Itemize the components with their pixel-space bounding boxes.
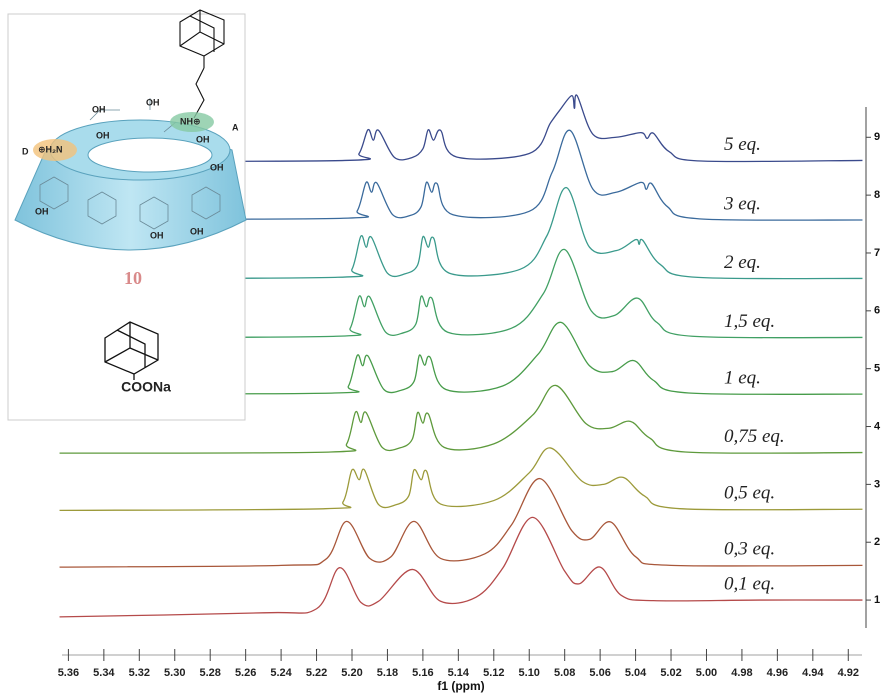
compound-number: 10 [124,268,142,288]
hydroxyl-label: OH [35,206,49,216]
inset: OH OH OH OH OH OH OH OH NH⊕ A D ⊕H₂N 10 COONa [7,9,247,421]
series-label: 0,5 eq. [724,483,775,504]
adamantane-guest [104,321,159,380]
spectrum-line [59,186,863,280]
x-tick-label: 5.00 [696,667,717,679]
spectrum-line [59,94,863,163]
x-tick-label: 5.26 [235,667,256,679]
x-tick-label: 5.04 [625,667,647,679]
hydroxyl-label: OH [96,130,110,140]
amine-label: ⊕H₂N [38,144,63,154]
cone-cavity [87,137,213,173]
series-label: 3 eq. [723,193,761,214]
spectrum-line [59,477,863,568]
x-tick-label: 5.06 [589,667,610,679]
x-tick-label: 5.34 [93,667,115,679]
y-tick-label: 7 [874,247,880,259]
x-tick-label: 5.08 [554,667,575,679]
y-tick-label: 2 [874,536,880,548]
hydroxyl-label: OH [210,162,224,172]
x-tick-label: 5.16 [412,667,433,679]
hydroxyl-label: OH [92,104,106,114]
x-tick-label: 5.20 [341,667,362,679]
y-tick-label: 1 [874,594,880,606]
series-label: 1,5 eq. [724,311,775,332]
y-tick-label: 5 [874,363,880,375]
guest-label: COONa [121,379,171,395]
y-tick-label: 8 [874,189,880,201]
series-label: 0,3 eq. [724,539,775,560]
amine-label: NH⊕ [180,116,201,126]
x-tick-label: 5.30 [164,667,185,679]
series-label: 2 eq. [724,252,761,273]
hydroxyl-label: OH [196,134,210,144]
y-tick-label: 3 [874,478,880,490]
spectrum-line [59,516,863,618]
spectrum-line [59,129,863,221]
spectrum-line [59,248,863,339]
series-label: 0,75 eq. [724,426,785,447]
series-label: 5 eq. [724,134,761,155]
x-axis-label: f1 (ppm) [437,679,484,693]
site-d-highlight [33,139,77,161]
x-tick-label: 5.36 [58,667,79,679]
x-tick-label: 5.24 [270,667,292,679]
spectrum-line [59,447,863,512]
spectrum-line [59,384,863,454]
y-tick-label: 9 [874,131,880,143]
x-tick-label: 4.92 [838,667,859,679]
spectra [59,94,863,618]
spectrum-line [59,321,863,395]
x-tick-label: 5.02 [660,667,681,679]
x-tick-label: 5.12 [483,667,504,679]
x-tick-label: 5.14 [448,667,470,679]
x-tick-label: 4.96 [767,667,788,679]
series-label: 1 eq. [724,367,761,388]
x-tick-label: 4.94 [802,667,824,679]
glucose-units [39,98,221,230]
site-label: A [232,122,239,132]
x-tick-label: 4.98 [731,667,752,679]
y-tick-label: 6 [874,305,880,317]
x-tick-label: 5.28 [199,667,220,679]
x-tick-label: 5.32 [129,667,150,679]
y-tick-label: 4 [874,420,881,432]
adamantane-host [179,9,225,119]
x-tick-label: 5.10 [519,667,540,679]
x-tick-label: 5.22 [306,667,327,679]
hydroxyl-label: OH [190,226,204,236]
site-a-highlight [170,112,214,132]
plot-area [59,94,863,618]
site-label: D [22,146,29,156]
hydroxyl-label: OH [150,230,164,240]
series-label: 0,1 eq. [724,573,775,594]
x-tick-label: 5.18 [377,667,398,679]
hydroxyl-label: OH [146,97,160,107]
